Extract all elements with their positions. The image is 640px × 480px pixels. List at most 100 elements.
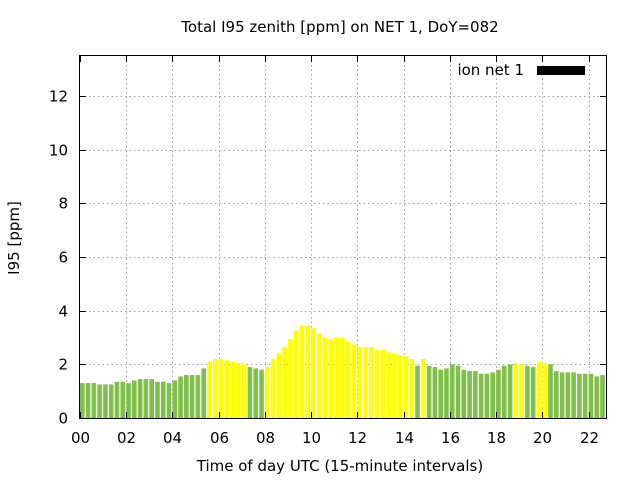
bar	[530, 367, 536, 418]
bar	[311, 328, 316, 418]
bar	[85, 383, 91, 418]
bar	[582, 373, 588, 418]
x-axis-label: Time of day UTC (15-minute intervals)	[196, 457, 483, 475]
bar	[305, 325, 311, 418]
bar	[542, 363, 548, 418]
y-tick-label: 2	[58, 356, 68, 374]
bar	[380, 349, 386, 418]
bar	[270, 359, 276, 418]
bar	[519, 364, 524, 418]
bar	[108, 384, 114, 418]
bar	[276, 353, 282, 418]
bar	[212, 359, 218, 418]
bar	[126, 383, 131, 418]
x-tick-label: 12	[348, 429, 367, 447]
legend-label: ion net 1	[457, 61, 524, 79]
bar	[345, 341, 351, 418]
bar	[357, 346, 363, 418]
bar	[172, 380, 178, 418]
bar	[559, 372, 565, 418]
bar	[455, 365, 461, 418]
x-tick-label: 06	[210, 429, 229, 447]
bar	[501, 365, 507, 418]
bar	[178, 376, 183, 418]
bar	[293, 330, 299, 418]
bar	[473, 371, 478, 418]
bar	[496, 369, 501, 418]
bar	[299, 325, 305, 418]
bar	[259, 369, 264, 418]
bar	[369, 346, 374, 418]
axis-ticks	[80, 56, 606, 419]
x-tick-label: 22	[580, 429, 599, 447]
bar	[600, 375, 605, 418]
bar	[224, 360, 230, 418]
bar	[340, 337, 345, 418]
bar	[461, 369, 467, 418]
bar	[241, 364, 247, 418]
bar	[207, 361, 212, 418]
y-axis-label: I95 [ppm]	[5, 201, 23, 275]
bar	[160, 381, 166, 418]
y-tick-label: 12	[49, 88, 68, 106]
bar	[218, 359, 224, 418]
bar	[236, 363, 241, 418]
bar	[363, 346, 368, 418]
bar	[444, 368, 449, 418]
bar	[328, 338, 334, 418]
x-tick-label: 20	[533, 429, 552, 447]
bar	[143, 379, 149, 418]
bar	[421, 359, 426, 418]
bar	[449, 364, 455, 418]
bar	[571, 372, 576, 418]
bar	[120, 381, 126, 418]
x-tick-label: 02	[117, 429, 136, 447]
bar	[467, 371, 472, 418]
bar	[594, 376, 600, 418]
bar	[409, 359, 415, 418]
bar	[525, 365, 530, 418]
bar	[264, 367, 270, 418]
y-tick-label: 4	[58, 303, 68, 321]
bar	[588, 373, 594, 418]
bar	[80, 383, 85, 418]
bar	[195, 375, 201, 418]
bar	[103, 384, 108, 418]
bar-series	[80, 325, 605, 418]
bar	[548, 364, 553, 418]
bar	[403, 356, 409, 418]
x-tick-label: 18	[487, 429, 506, 447]
bar	[282, 346, 287, 418]
bar	[189, 375, 195, 418]
bar	[392, 353, 397, 418]
bar	[166, 383, 172, 418]
bar	[397, 354, 403, 418]
legend-swatch	[537, 66, 585, 75]
bar	[438, 369, 443, 418]
y-tick-label: 10	[49, 142, 68, 160]
bar	[288, 338, 293, 418]
x-tick-label: 14	[395, 429, 414, 447]
bar	[484, 373, 490, 418]
bar	[334, 337, 339, 418]
bar	[91, 383, 97, 418]
bar	[536, 361, 542, 418]
bar	[322, 337, 328, 418]
bar	[415, 365, 420, 418]
bar	[132, 380, 137, 418]
bar	[247, 367, 253, 418]
bar	[114, 381, 120, 418]
x-tick-label: 08	[256, 429, 275, 447]
bar	[478, 373, 484, 418]
bar	[351, 344, 357, 418]
bar	[577, 373, 582, 418]
x-tick-label: 10	[302, 429, 321, 447]
bar	[149, 379, 154, 418]
plot-frame	[79, 55, 607, 419]
y-tick-label: 6	[58, 249, 68, 267]
bar	[432, 367, 438, 418]
y-tick-label: 0	[58, 410, 68, 428]
bar	[386, 352, 391, 418]
